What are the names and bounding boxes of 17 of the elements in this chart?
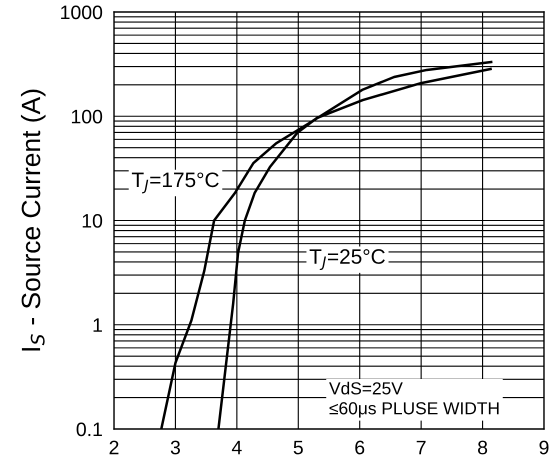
x-tick-label: 2: [110, 440, 118, 454]
x-tick-label: 4: [232, 440, 242, 454]
y-tick-label: 10: [82, 214, 102, 228]
x-tick-label: 9: [540, 440, 548, 454]
annotation: T$_{J}$=175°C: [132, 172, 219, 194]
annotation: T$_{J}$=25°C: [310, 249, 385, 270]
x-tick-label: 3: [170, 440, 180, 454]
y-tick-label: 100: [72, 110, 102, 124]
y-axis-title: I$_{S}$ - Source Current (A): [20, 90, 46, 351]
y-tick-label: 1: [94, 318, 102, 332]
x-tick-label: 6: [355, 440, 364, 454]
x-tick-label: 8: [478, 440, 488, 454]
y-tick-label: 1000: [61, 5, 102, 20]
x-tick-label: 5: [294, 440, 303, 454]
y-tick-label: 0.1: [76, 422, 102, 436]
annotation: VdS=25V ≤60μs PLUSE WIDTH: [329, 382, 499, 418]
x-tick-label: 7: [416, 440, 426, 454]
